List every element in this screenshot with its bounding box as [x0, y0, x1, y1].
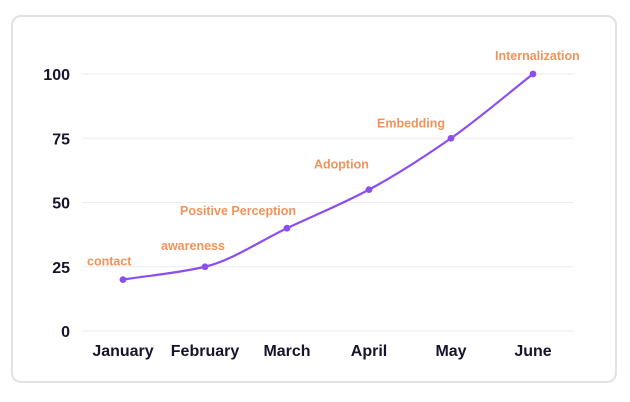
series-line — [122, 73, 534, 281]
annotation-label: contact — [87, 255, 132, 269]
annotation-label: Adoption — [314, 158, 369, 172]
data-points — [119, 70, 537, 283]
data-point — [529, 70, 537, 78]
annotations: contact awareness Positive Perception Adopt… — [87, 49, 580, 269]
chart-card — [11, 15, 617, 383]
data-point — [119, 276, 127, 283]
annotation-label: Embedding — [377, 116, 445, 130]
x-tick-label: January — [92, 343, 153, 360]
x-tick-label: April — [351, 343, 387, 360]
data-point — [201, 263, 209, 271]
x-tick-label: March — [263, 343, 310, 360]
y-tick-label: 50 — [52, 196, 70, 213]
x-tick-label: May — [435, 343, 466, 360]
y-tick-label: 25 — [52, 260, 70, 277]
annotation-label: awareness — [161, 239, 225, 253]
data-point — [447, 134, 455, 142]
y-tick-label: 100 — [43, 67, 70, 84]
data-point — [365, 186, 373, 194]
grid-lines — [82, 73, 574, 332]
data-point — [283, 224, 291, 232]
y-tick-label: 75 — [52, 131, 70, 148]
x-tick-label: June — [514, 343, 551, 360]
x-axis: January February March April May June — [92, 343, 551, 360]
x-tick-label: February — [171, 343, 240, 360]
annotation-label: Internalization — [495, 49, 580, 63]
annotation-label: Positive Perception — [180, 204, 296, 218]
y-axis: 0 25 50 75 100 — [43, 67, 70, 341]
y-tick-label: 0 — [61, 324, 70, 341]
